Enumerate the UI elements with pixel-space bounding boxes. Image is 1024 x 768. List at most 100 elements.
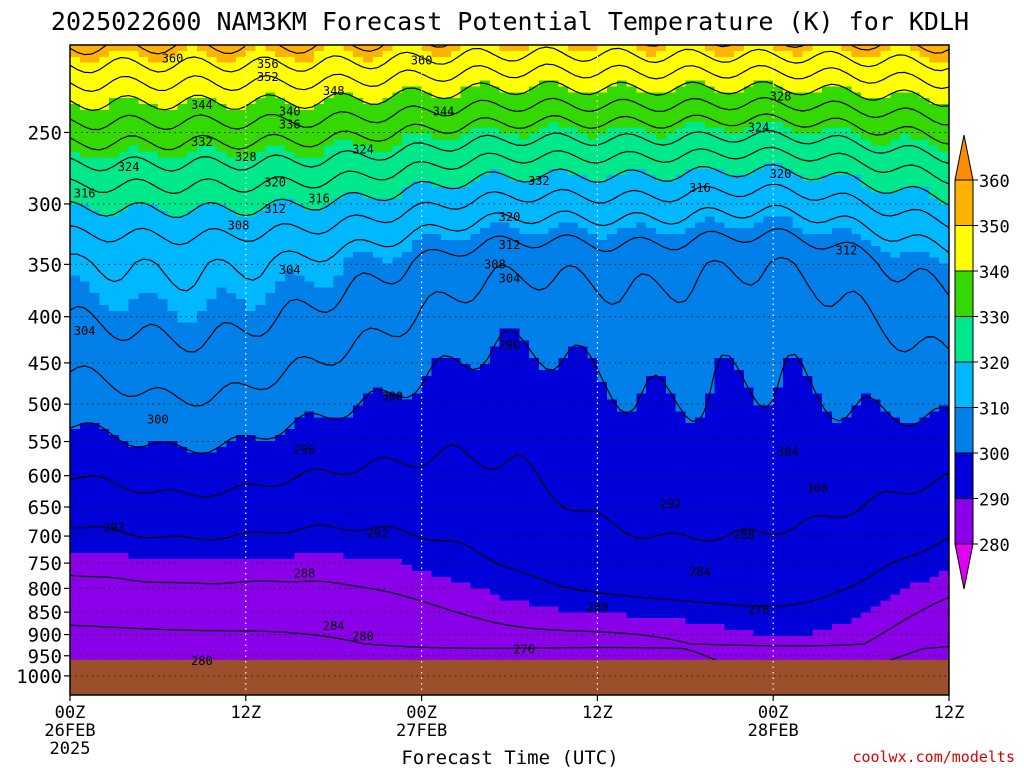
- contour-label: 324: [352, 142, 374, 156]
- contour-label: 352: [257, 70, 279, 84]
- contour-label: 348: [323, 84, 345, 98]
- x-tick-label: 27FEB: [396, 721, 447, 741]
- legend-swatch: [954, 316, 974, 363]
- contour-label: 284: [323, 619, 345, 633]
- x-tick-label: 2025: [50, 739, 91, 759]
- y-tick-label: 650: [28, 497, 62, 519]
- contour-label: 312: [499, 238, 521, 252]
- contour-label: 300: [381, 389, 403, 403]
- x-axis-title: Forecast Time (UTC): [401, 747, 618, 768]
- contour-label: 280: [352, 630, 374, 644]
- contour-label: 304: [279, 263, 301, 277]
- x-tick-label: 28FEB: [748, 721, 799, 741]
- legend-level-label: 290: [979, 491, 1010, 511]
- x-tick-label: 12Z: [934, 703, 965, 723]
- contour-label: 276: [748, 603, 770, 617]
- contour-label: 296: [294, 443, 316, 457]
- x-tick-label: 00Z: [758, 703, 789, 723]
- contour-label: 284: [689, 565, 711, 579]
- contour-label: 328: [770, 89, 792, 103]
- contour-label: 332: [191, 135, 213, 149]
- y-tick-label: 500: [28, 394, 62, 416]
- contour-label: 304: [777, 445, 799, 459]
- legend-level-label: 330: [979, 309, 1010, 329]
- x-tick-label: 12Z: [582, 703, 613, 723]
- contour-label: 344: [191, 98, 213, 112]
- legend-level-label: 350: [979, 218, 1010, 238]
- contour-label: 340: [279, 105, 301, 119]
- legend-swatch: [954, 452, 974, 499]
- ground-terrain: [70, 659, 949, 695]
- y-tick-label: 300: [28, 194, 62, 216]
- contour-label: 292: [367, 526, 389, 540]
- contour-label: 292: [103, 521, 125, 535]
- contour-label: 312: [264, 202, 286, 216]
- contour-label: 288: [294, 566, 316, 580]
- legend-swatch: [954, 498, 974, 545]
- legend-swatch: [954, 134, 974, 181]
- contour-label: 324: [748, 121, 770, 135]
- y-tick-label: 600: [28, 466, 62, 488]
- filled-field: [70, 45, 950, 696]
- y-tick-label: 900: [28, 625, 62, 647]
- legend-level-label: 320: [979, 354, 1010, 374]
- grid-lines: [70, 45, 949, 695]
- contour-label: 280: [191, 654, 213, 668]
- contour-label: 296: [499, 338, 521, 352]
- legend-swatch: [954, 179, 974, 226]
- contour-label: 300: [806, 481, 828, 495]
- contour-label: 292: [660, 497, 682, 511]
- contour-label: 344: [433, 105, 455, 119]
- contour-label: 316: [74, 186, 96, 200]
- y-tick-label: 700: [28, 526, 62, 548]
- y-tick-label: 400: [28, 307, 62, 329]
- contour-label: 316: [689, 181, 711, 195]
- contour-lines: [69, 44, 950, 696]
- legend-level-label: 340: [979, 263, 1010, 283]
- legend-swatch: [954, 225, 974, 272]
- legend-swatch: [954, 361, 974, 408]
- y-tick-label: 850: [28, 602, 62, 624]
- x-tick-label: 26FEB: [44, 721, 95, 741]
- contour-label: 332: [528, 174, 550, 188]
- y-tick-label: 800: [28, 578, 62, 600]
- contour-label: 308: [484, 257, 506, 271]
- y-tick-label: 950: [28, 646, 62, 668]
- site-credit: coolwx.com/modelts: [852, 748, 1015, 766]
- y-tick-label: 750: [28, 553, 62, 575]
- legend-level-label: 300: [979, 445, 1010, 465]
- legend-level-label: 310: [979, 400, 1010, 420]
- contour-label: 324: [118, 160, 140, 174]
- x-tick-label: 00Z: [406, 703, 437, 723]
- contour-label: 316: [308, 192, 330, 206]
- contour-label: 304: [74, 324, 96, 338]
- contour-label: 308: [228, 219, 250, 233]
- contour-label: 300: [147, 413, 169, 427]
- y-tick-label: 250: [28, 122, 62, 144]
- contour-label: 276: [513, 643, 535, 657]
- y-tick-label: 550: [28, 432, 62, 454]
- y-tick-label: 450: [28, 353, 62, 375]
- contour-label: 288: [733, 528, 755, 542]
- y-tick-label: 350: [28, 254, 62, 276]
- chart-title: 2025022600 NAM3KM Forecast Potential Tem…: [51, 7, 969, 36]
- contour-label: 336: [279, 118, 301, 132]
- legend-level-label: 280: [979, 536, 1010, 556]
- color-legend: 360 350 340 330 320 310 300 290 280: [954, 134, 1010, 590]
- y-tick-label: 1000: [16, 666, 62, 688]
- contour-label: 360: [411, 53, 433, 67]
- contour-label: 360: [162, 51, 184, 65]
- contour-label: 328: [235, 150, 257, 164]
- legend-level-label: 360: [979, 172, 1010, 192]
- contour-label: 356: [257, 57, 279, 71]
- contour-label: 320: [770, 167, 792, 181]
- contour-label: 320: [499, 210, 521, 224]
- contour-label: 312: [836, 244, 858, 258]
- axes: 2503003504004505005506006507007508008509…: [16, 122, 964, 759]
- contour-label: 280: [587, 601, 609, 615]
- contour-label: 320: [264, 175, 286, 189]
- legend-swatch: [954, 270, 974, 317]
